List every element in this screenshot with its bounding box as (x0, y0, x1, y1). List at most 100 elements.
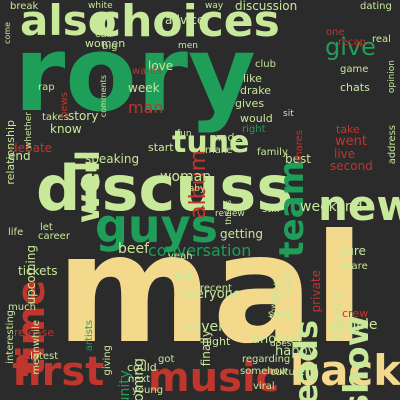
cloud-word: start (148, 141, 174, 154)
cloud-word: artists (84, 320, 95, 352)
cloud-word: people (330, 317, 378, 333)
cloud-word: end (8, 149, 31, 163)
cloud-word: man (128, 98, 164, 117)
cloud-word: one (326, 27, 345, 38)
cloud-word: share (340, 261, 368, 272)
cloud-word: recap (338, 37, 367, 48)
cloud-word: second (330, 159, 373, 173)
cloud-word: somehow (240, 366, 288, 377)
cloud-word: everyone (180, 287, 241, 302)
cloud-word: new (318, 181, 400, 230)
cloud-word: still (262, 204, 280, 215)
cloud-word: back (290, 346, 400, 395)
cloud-word: cover (185, 319, 224, 335)
cloud-word: women (85, 37, 126, 50)
cloud-word: week (128, 81, 160, 95)
cloud-word: sure (340, 244, 366, 258)
cloud-word: would (240, 112, 273, 125)
cloud-word: interesting (5, 310, 16, 364)
cloud-word: things (224, 200, 233, 225)
cloud-word: shares (294, 130, 305, 163)
cloud-word: talk (281, 272, 295, 295)
cloud-word: let (40, 222, 53, 233)
cloud-word: woman (160, 169, 212, 185)
cloud-word: made (210, 131, 242, 144)
cloud-word: could (127, 361, 157, 374)
cloud-word: game (340, 64, 369, 75)
cloud-word: make (205, 145, 233, 156)
cloud-word: song (268, 309, 293, 320)
cloud-word: regarding (242, 354, 291, 365)
cloud-word: tune (172, 125, 250, 160)
cloud-word: know (50, 122, 82, 136)
cloud-word: day (80, 177, 101, 190)
cloud-word: life (8, 227, 24, 238)
cloud-word: guys (95, 199, 219, 253)
cloud-word: culture (270, 367, 305, 378)
cloud-word: big (102, 41, 118, 52)
cloud-word: like (243, 72, 262, 85)
cloud-word: drake (240, 84, 271, 97)
cloud-word: real (372, 34, 391, 45)
cloud-word: whether (24, 112, 34, 150)
cloud-word: chats (340, 81, 370, 94)
cloud-word: young (132, 385, 164, 396)
cloud-word: love (148, 59, 174, 73)
cloud-word: advice (165, 13, 205, 27)
cloud-word: giving (102, 345, 113, 376)
cloud-word: discuss (36, 152, 294, 225)
cloud-word: next (128, 374, 151, 385)
cloud-word: does (270, 339, 292, 349)
cloud-word: club (255, 59, 276, 70)
cloud-word: latest (30, 351, 59, 362)
cloud-word: news (59, 92, 70, 118)
cloud-word: went (335, 134, 367, 149)
cloud-word: private (309, 270, 323, 313)
cloud-word: happy (275, 344, 316, 359)
cloud-word: takes (42, 112, 69, 123)
cloud-word: viral (253, 381, 275, 392)
cloud-word: men (178, 41, 199, 51)
cloud-word: give (325, 33, 376, 61)
cloud-word: story (68, 109, 99, 123)
cloud-word: another (252, 332, 303, 347)
cloud-word: break (10, 1, 39, 12)
cloud-word: yeah (168, 251, 193, 262)
cloud-word: fun (177, 129, 192, 139)
cloud-word: choices (95, 0, 280, 47)
cloud-word: opinion (387, 60, 397, 94)
cloud-word: dating (360, 1, 392, 12)
cloud-word: take (336, 123, 360, 136)
cloud-word: night (202, 335, 231, 348)
cloud-word: much (8, 302, 36, 313)
cloud-word: tickets (18, 264, 58, 278)
cloud-word: meanwhile (31, 320, 42, 375)
cloud-word: family (257, 147, 288, 158)
cloud-word: release (14, 326, 55, 339)
cloud-word: crew (342, 307, 369, 320)
cloud-word: got (158, 354, 175, 365)
cloud-word: sit (283, 109, 294, 119)
cloud-word: flowers (269, 290, 278, 319)
cloud-word: call (95, 29, 113, 40)
cloud-word: conversation (148, 241, 252, 260)
cloud-word: getting (220, 227, 263, 241)
cloud-word: last (175, 271, 194, 282)
cloud-word: mal (56, 203, 365, 377)
cloud-word: best (285, 152, 311, 166)
cloud-word: rap (38, 82, 55, 93)
cloud-word: discussion (235, 0, 298, 13)
cloud-word: first (12, 349, 105, 395)
cloud-word: white (88, 1, 113, 11)
cloud-word: music (148, 355, 280, 400)
cloud-word: address (387, 125, 398, 165)
cloud-word: come (3, 22, 12, 45)
cloud-word: weekend (300, 199, 363, 215)
cloud-word: also (20, 0, 117, 45)
cloud-word: wants (132, 66, 162, 77)
cloud-word: career (38, 231, 70, 242)
cloud-word: comments (99, 75, 108, 118)
cloud-word: way (205, 1, 224, 11)
cloud-word: recent (200, 283, 232, 294)
